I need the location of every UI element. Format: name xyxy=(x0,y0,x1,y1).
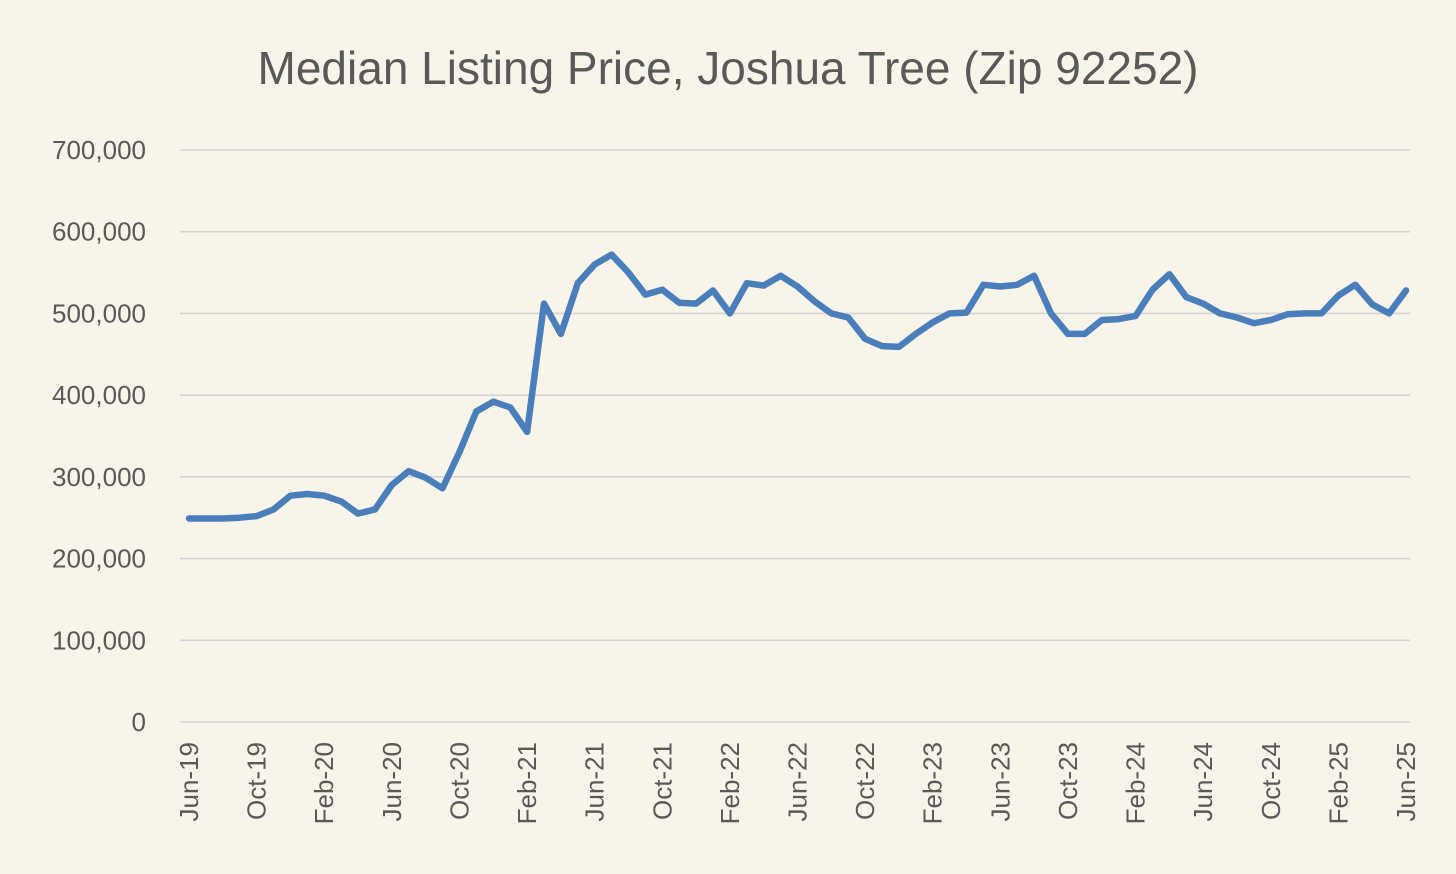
series-layer xyxy=(185,251,1410,522)
x-tick-label: Feb-24 xyxy=(1121,742,1151,824)
x-tick-label: Feb-20 xyxy=(309,742,339,824)
y-axis-tick-labels: 0 100,000 200,000 300,000 400,000 500,000 600,… xyxy=(52,135,146,737)
y-tick-label: 200,000 xyxy=(52,544,146,574)
x-tick-label: Oct-19 xyxy=(242,742,272,820)
y-tick-label: 0 xyxy=(132,707,146,737)
x-tick-label: Jun-19 xyxy=(174,742,204,822)
x-axis-tick-labels: Jun-19 Oct-19 Feb-20 Jun-20 Oct-20 Feb-21 Jun-… xyxy=(174,742,1421,824)
chart-title: Median Listing Price, Joshua Tree (Zip 9… xyxy=(258,42,1199,94)
series-line xyxy=(185,251,1410,522)
x-tick-label: Jun-24 xyxy=(1188,742,1218,822)
x-tick-label: Jun-25 xyxy=(1391,742,1421,822)
y-tick-label: 300,000 xyxy=(52,462,146,492)
x-tick-label: Oct-21 xyxy=(647,742,677,820)
x-tick-label: Oct-20 xyxy=(444,742,474,820)
x-tick-label: Oct-23 xyxy=(1053,742,1083,820)
y-tick-label: 600,000 xyxy=(52,217,146,247)
x-tick-label: Jun-21 xyxy=(580,742,610,822)
x-tick-label: Jun-22 xyxy=(783,742,813,822)
x-tick-label: Feb-22 xyxy=(715,742,745,824)
y-tick-label: 100,000 xyxy=(52,625,146,655)
y-tick-label: 400,000 xyxy=(52,380,146,410)
x-tick-label: Feb-23 xyxy=(918,742,948,824)
x-tick-label: Jun-23 xyxy=(985,742,1015,822)
x-tick-label: Feb-21 xyxy=(512,742,542,824)
gridlines xyxy=(180,149,1410,723)
x-tick-label: Jun-20 xyxy=(377,742,407,822)
y-tick-label: 700,000 xyxy=(52,135,146,165)
y-tick-label: 500,000 xyxy=(52,298,146,328)
x-tick-label: Feb-25 xyxy=(1323,742,1353,824)
x-tick-label: Oct-22 xyxy=(850,742,880,820)
x-tick-label: Oct-24 xyxy=(1256,742,1286,820)
